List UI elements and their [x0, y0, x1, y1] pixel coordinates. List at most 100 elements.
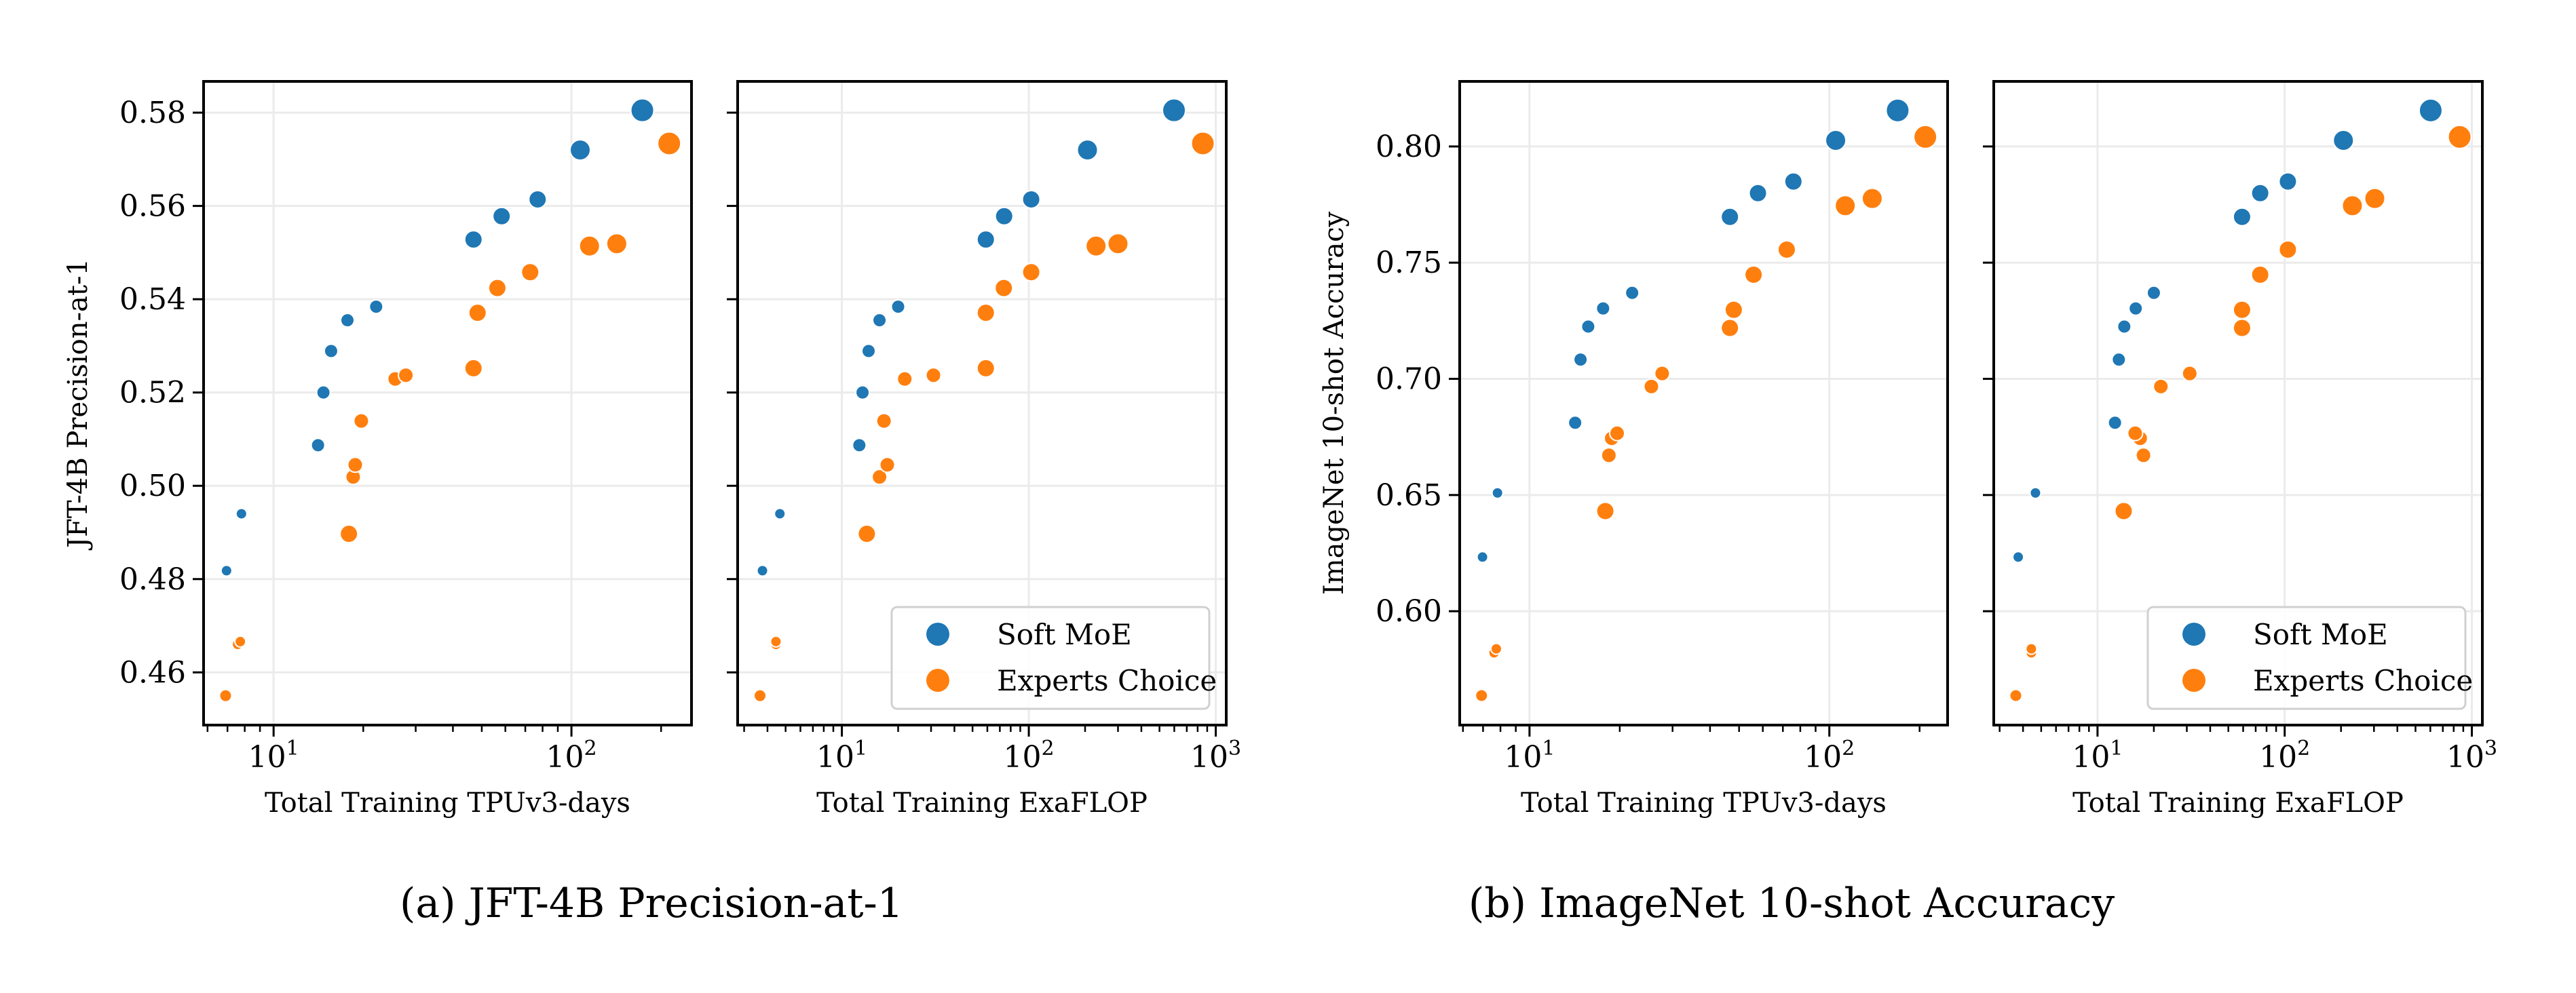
soft-moe-point — [1825, 130, 1847, 152]
x-tick-exponent: 3 — [2484, 737, 2497, 760]
x-tick-label: 102 — [2259, 737, 2310, 775]
legend: Soft MoE Experts Choice — [2146, 606, 2473, 710]
experts-choice-point — [1724, 300, 1743, 319]
experts-choice-point — [1475, 688, 1489, 703]
experts-choice-point — [2025, 642, 2038, 655]
soft-moe-point — [463, 230, 483, 250]
x-tick-label: 102 — [1004, 737, 1055, 775]
experts-choice-point — [871, 469, 888, 486]
experts-choice-point — [879, 456, 896, 473]
legend-marker-soft-moe — [926, 623, 949, 646]
x-tick-label: 101 — [816, 737, 867, 775]
y-axis-label: ImageNet 10-shot Accuracy — [1319, 211, 1350, 595]
experts-choice-point — [1777, 240, 1796, 260]
experts-choice-point — [1085, 235, 1107, 257]
soft-moe-point — [2107, 415, 2123, 431]
soft-moe-point — [368, 299, 384, 315]
legend: Soft MoE Experts Choice — [890, 606, 1217, 710]
experts-choice-point — [1720, 318, 1740, 338]
y-tick-label: 0.58 — [119, 96, 186, 130]
experts-choice-point — [2114, 501, 2134, 521]
soft-moe-point — [310, 437, 326, 453]
experts-choice-point — [994, 278, 1014, 298]
y-tick-label: 0.80 — [1376, 130, 1442, 164]
y-tick-label: 0.52 — [119, 376, 186, 410]
soft-moe-point — [2232, 207, 2252, 227]
x-tick-exponent: 2 — [1842, 737, 1855, 760]
soft-moe-point — [1580, 319, 1596, 334]
soft-moe-point — [2332, 130, 2355, 152]
y-tick-label: 0.50 — [119, 469, 186, 503]
experts-choice-point — [925, 367, 942, 384]
experts-choice-point — [2364, 187, 2386, 210]
y-tick-label: 0.65 — [1376, 478, 1442, 513]
soft-moe-point — [774, 507, 787, 520]
legend-label-experts-choice: Experts Choice — [2253, 664, 2473, 697]
experts-choice-point — [468, 303, 487, 323]
soft-moe-point — [1491, 486, 1504, 499]
legend-label-soft-moe: Soft MoE — [997, 618, 1132, 651]
y-axis-label: JFT-4B Precision-at-1 — [62, 258, 94, 551]
soft-moe-point — [2418, 98, 2443, 123]
soft-moe-point — [1476, 551, 1489, 564]
experts-choice-point — [2232, 318, 2252, 338]
y-tick-label: 0.48 — [119, 562, 186, 597]
experts-choice-point — [896, 370, 913, 387]
experts-choice-point — [234, 635, 247, 648]
experts-choice-point — [1600, 447, 1617, 464]
experts-choice-point — [2127, 425, 2144, 442]
experts-choice-point — [1107, 233, 1129, 255]
x-tick-exponent: 1 — [286, 737, 299, 760]
soft-moe-point — [855, 385, 871, 400]
x-tick-exponent: 1 — [854, 737, 867, 760]
legend-marker-experts-choice — [2182, 669, 2205, 692]
x-tick-base: 10 — [546, 740, 584, 775]
soft-moe-point — [1625, 285, 1640, 300]
legend-label-experts-choice: Experts Choice — [997, 664, 1217, 697]
soft-moe-point — [2128, 300, 2144, 316]
experts-choice-point — [2135, 447, 2152, 464]
soft-moe-point — [2250, 183, 2270, 203]
x-tick-base: 10 — [1004, 740, 1042, 775]
soft-moe-point — [2117, 319, 2132, 334]
x-axis-label: Total Training TPUv3-days — [1521, 787, 1887, 819]
y-tick-label: 0.46 — [119, 655, 186, 690]
experts-choice-point — [1861, 187, 1883, 210]
experts-choice-point — [1595, 501, 1615, 521]
soft-moe-point — [1720, 207, 1740, 227]
y-tick-label: 0.54 — [119, 282, 186, 317]
experts-choice-point — [2447, 124, 2472, 149]
axes-frame — [1458, 80, 1949, 726]
caption-a: (a) JFT-4B Precision-at-1 — [400, 880, 903, 927]
experts-choice-point — [857, 524, 877, 544]
experts-choice-point — [753, 688, 768, 703]
soft-moe-point — [1021, 189, 1041, 209]
x-axis-label: Total Training ExaFLOP — [816, 787, 1148, 819]
experts-choice-point — [2232, 300, 2252, 319]
soft-moe-point — [1885, 98, 1910, 123]
experts-choice-point — [487, 278, 507, 298]
experts-choice-point — [353, 412, 370, 429]
x-tick-label: 102 — [1804, 737, 1855, 775]
axes-frame — [1992, 80, 2484, 726]
soft-moe-point — [852, 437, 867, 453]
x-tick-exponent: 3 — [1228, 737, 1241, 760]
x-tick-exponent: 2 — [2297, 737, 2310, 760]
soft-moe-point — [2012, 551, 2025, 564]
experts-choice-point — [2181, 365, 2198, 382]
y-tick-label: 0.60 — [1376, 594, 1442, 629]
experts-choice-point — [1609, 425, 1626, 442]
experts-choice-point — [770, 635, 782, 648]
experts-choice-point — [578, 235, 601, 257]
soft-moe-point — [860, 343, 876, 359]
x-tick-label: 102 — [546, 737, 597, 775]
soft-moe-point — [1748, 183, 1768, 203]
soft-moe-point — [323, 343, 339, 359]
soft-moe-point — [316, 385, 331, 400]
experts-choice-point — [1490, 642, 1502, 655]
experts-choice-point — [1834, 195, 1857, 217]
soft-moe-point — [994, 206, 1014, 226]
x-tick-base: 10 — [1804, 740, 1842, 775]
